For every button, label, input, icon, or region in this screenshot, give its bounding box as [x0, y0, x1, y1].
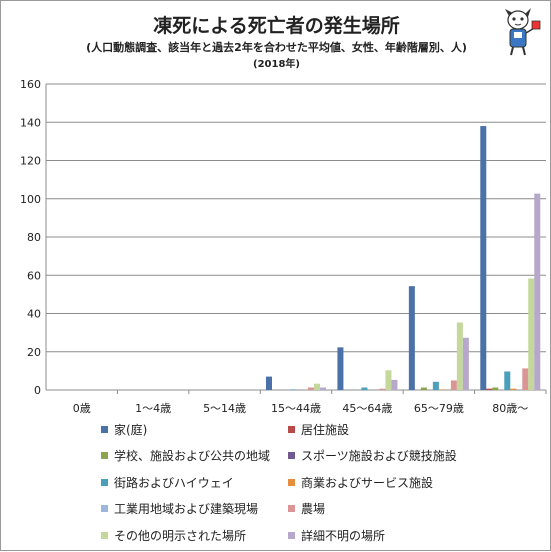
bar: [492, 387, 499, 390]
x-tick-label: 5～14歳: [203, 402, 246, 415]
legend-label: 詳細不明の場所: [301, 528, 386, 543]
legend-swatch: [288, 478, 295, 486]
legend-item: 居住施設: [288, 421, 528, 438]
x-tick-label: 65～79歳: [414, 402, 464, 415]
legend-item: 工業用地域および建築現場: [101, 500, 288, 517]
bar: [408, 286, 415, 390]
legend-swatch: [101, 531, 108, 539]
y-tick-label: 0: [34, 384, 41, 397]
legend-label: 家(庭): [114, 423, 148, 437]
legend-item: その他の明示された場所: [101, 527, 288, 544]
y-tick-label: 20: [27, 346, 41, 359]
legend-label: 街路およびハイウェイ: [114, 475, 234, 490]
x-tick-label: 0歳: [73, 402, 91, 415]
legend-swatch: [288, 426, 295, 433]
legend-item: 農場: [288, 500, 528, 517]
bar: [314, 383, 320, 390]
y-tick-label: 160: [20, 78, 41, 91]
legend-item: 商業およびサービス施設: [288, 474, 528, 491]
chart-legend: 家(庭) 居住施設学校、施設および公共の地域 スポーツ施設および競技施設街路およびハ…: [101, 421, 541, 546]
bar: [420, 387, 427, 390]
bar: [486, 388, 493, 390]
x-tick-label: 1～4歳: [135, 402, 171, 415]
chart-subtitle: (人口動態調査、該当年と過去2年を合わせた平均値、女性、年齢階層別、人): [86, 41, 467, 54]
bar: [510, 388, 517, 390]
y-tick-label: 100: [20, 193, 41, 206]
chart-year: (2018年): [253, 59, 300, 70]
bar: [522, 368, 529, 390]
legend-swatch: [288, 452, 295, 460]
bar: [504, 371, 511, 390]
bar: [308, 387, 314, 390]
legend-swatch: [288, 531, 295, 539]
bar: [320, 387, 326, 390]
bar: [528, 278, 535, 390]
bar: [337, 347, 344, 390]
legend-label: 工業用地域および建築現場: [114, 502, 259, 517]
legend-swatch: [101, 426, 108, 433]
chart-title: 凍死による死亡者の発生場所: [153, 15, 400, 37]
x-tick-label: 80歳～: [492, 402, 528, 415]
legend-label: 商業およびサービス施設: [301, 475, 434, 490]
bar: [480, 126, 487, 390]
legend-item: 家(庭): [101, 421, 288, 438]
legend-item: 学校、施設および公共の地域: [101, 447, 288, 464]
legend-label: スポーツ施設および競技施設: [301, 449, 457, 464]
legend-swatch: [101, 478, 108, 486]
legend-swatch: [101, 452, 108, 460]
bar: [290, 389, 296, 390]
x-tick-label: 15～44歳: [271, 402, 321, 415]
x-tick-label: 45～64歳: [342, 402, 392, 415]
mascot-icon: [505, 8, 541, 56]
legend-label: 農場: [301, 502, 326, 517]
bar: [432, 381, 439, 390]
legend-swatch: [288, 505, 295, 513]
bar: [266, 376, 272, 390]
bar: [361, 387, 368, 390]
legend-label: その他の明示された場所: [114, 528, 247, 543]
legend-swatch: [101, 505, 108, 513]
legend-label: 居住施設: [301, 423, 350, 437]
legend-item: スポーツ施設および競技施設: [288, 447, 528, 464]
bar: [462, 337, 469, 390]
bar: [385, 370, 392, 390]
bar: [391, 379, 398, 390]
bar: [456, 322, 463, 390]
legend-item: 街路およびハイウェイ: [101, 474, 288, 491]
bar: [379, 388, 386, 390]
y-tick-label: 140: [20, 116, 41, 129]
bar: [438, 389, 445, 390]
y-tick-label: 80: [27, 231, 41, 244]
legend-label: 学校、施設および公共の地域: [114, 449, 271, 464]
bar: [450, 380, 457, 390]
y-tick-label: 120: [20, 155, 41, 168]
bar: [534, 193, 541, 390]
legend-item: 詳細不明の場所: [288, 527, 528, 544]
y-tick-label: 40: [27, 308, 41, 321]
y-tick-label: 60: [27, 269, 41, 282]
